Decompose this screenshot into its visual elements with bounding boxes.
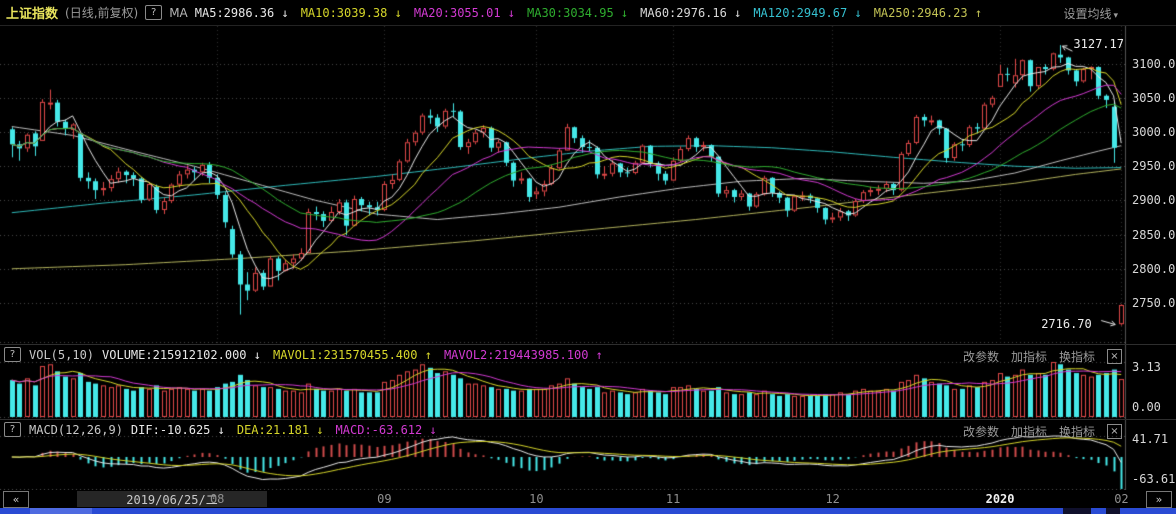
switch-indicator-button[interactable]: 换指标 [1058,350,1095,364]
price-axis-label: 2750.00 [1132,295,1176,310]
macd-chart-canvas[interactable] [0,420,1176,490]
volume-axis-max: 3.13 [1132,360,1161,374]
volume-toolbar: 改参数 加指标 换指标 × [963,348,1122,365]
macd-toolbar: 改参数 加指标 换指标 × [963,423,1122,440]
add-indicator-button[interactable]: 加指标 [1010,350,1047,364]
ma-indicator-ma20-value: MA20:3055.01 ↓ [413,5,515,20]
macd-values: DIF:-10.625 ↓ DEA:21.181 ↓ MACD:-63.612 ↓ [131,423,437,437]
volume-mavol2-value: MAVOL2:219443985.100 ↑ [443,347,603,362]
scroll-right-button[interactable]: » [1146,491,1172,508]
price-axis-label: 3000.00 [1132,125,1176,139]
ma-settings-button[interactable]: 设置均线 ▾ [1063,5,1118,22]
month-label-10: 10 [529,492,544,506]
macd-header: ? MACD(12,26,9) DIF:-10.625 ↓ DEA:21.181 … [4,422,437,437]
ma-indicator-ma250-value: MA250:2946.23 ↑ [873,5,983,20]
volume-header: ? VOL(5,10) VOLUME:215912102.000 ↓ MAVOL1… [4,347,603,362]
volume-values: VOLUME:215912102.000 ↓ MAVOL1:231570455.4… [102,348,603,362]
month-label-2020: 2020 [985,492,1015,506]
price-axis-label: 2800.00 [1132,261,1176,276]
ma-indicator-ma120-value: MA120:2949.67 ↓ [753,5,862,20]
scroll-left-button[interactable]: « [3,491,29,508]
macd-macd-value: MACD:-63.612 ↓ [335,422,437,437]
macd-dif-value: DIF:-10.625 ↓ [130,422,225,437]
close-icon[interactable]: × [1107,424,1122,439]
chevron-down-icon: ▾ [1113,11,1118,21]
chart-header: 上证指数 (日线,前复权) ? MA MA5:2986.36 ↓ MA10:303… [0,0,1176,26]
volume-indicator-title: VOL(5,10) [29,347,95,362]
ma-indicator-ma30-value: MA30:3034.95 ↓ [527,5,629,20]
panel-divider [0,419,1176,420]
price-axis-label: 2950.00 [1132,159,1176,174]
month-label-02: 02 [1114,492,1129,506]
volume-axis-min: 0.00 [1132,400,1161,414]
modify-params-button[interactable]: 改参数 [962,350,999,364]
add-indicator-button[interactable]: 加指标 [1010,425,1047,439]
month-label-11: 11 [665,492,681,506]
volume-volume-value: VOLUME:215912102.000 ↓ [102,347,261,362]
volume-mavol1-value: MAVOL1:231570455.400 ↑ [272,347,432,362]
close-icon[interactable]: × [1107,349,1122,364]
ma-group-label: MA [169,5,188,20]
macd-dea-value: DEA:21.181 ↓ [236,422,324,437]
ma-indicator-ma60-value: MA60:2976.16 ↓ [640,5,742,20]
volume-chart-canvas[interactable] [0,345,1176,419]
month-label-12: 12 [825,492,840,506]
price-axis-label: 3050.00 [1132,90,1176,105]
modify-params-button[interactable]: 改参数 [962,425,999,439]
status-strip-highlight [30,508,92,514]
price-axis-label: 3100.00 [1132,56,1176,71]
month-label-09: 09 [377,492,392,506]
ma-values: MA5:2986.36 ↓ MA10:3039.38 ↓ MA20:3055.01 … [195,6,982,20]
help-icon[interactable]: ? [4,422,21,437]
help-icon[interactable]: ? [145,5,163,20]
main-price-chart-canvas[interactable] [0,26,1176,344]
panel-divider [0,344,1176,345]
time-axis-bar: « 2019/06/25/二 08 09 10 11 12 2020 02 » [0,490,1176,508]
macd-indicator-title: MACD(12,26,9) [29,422,123,437]
switch-indicator-button[interactable]: 换指标 [1058,425,1095,439]
bottom-status-strip [0,508,1176,514]
macd-axis-max: 41.71 [1132,432,1169,446]
index-name: 上证指数 [6,7,59,22]
chart-mode-label: (日线,前复权) [65,6,139,20]
status-strip-block [1106,508,1120,514]
price-axis-label: 2850.00 [1132,227,1176,242]
ma-indicator-ma10-value: MA10:3039.38 ↓ [300,5,402,20]
low-price-annotation: 2716.70 [1041,316,1092,331]
macd-axis-min: -63.61 [1132,472,1176,486]
price-axis-label: 2900.00 [1132,193,1176,208]
first-visible-date: 2019/06/25/二 [77,491,267,507]
status-strip-block [1063,508,1091,514]
month-label-08: 08 [209,492,225,506]
ma-settings-label: 设置均线 [1063,7,1112,21]
help-icon[interactable]: ? [4,347,21,362]
ma-indicator-ma5-value: MA5:2986.36 ↓ [194,5,289,20]
high-price-annotation: 3127.17 [1073,37,1124,52]
